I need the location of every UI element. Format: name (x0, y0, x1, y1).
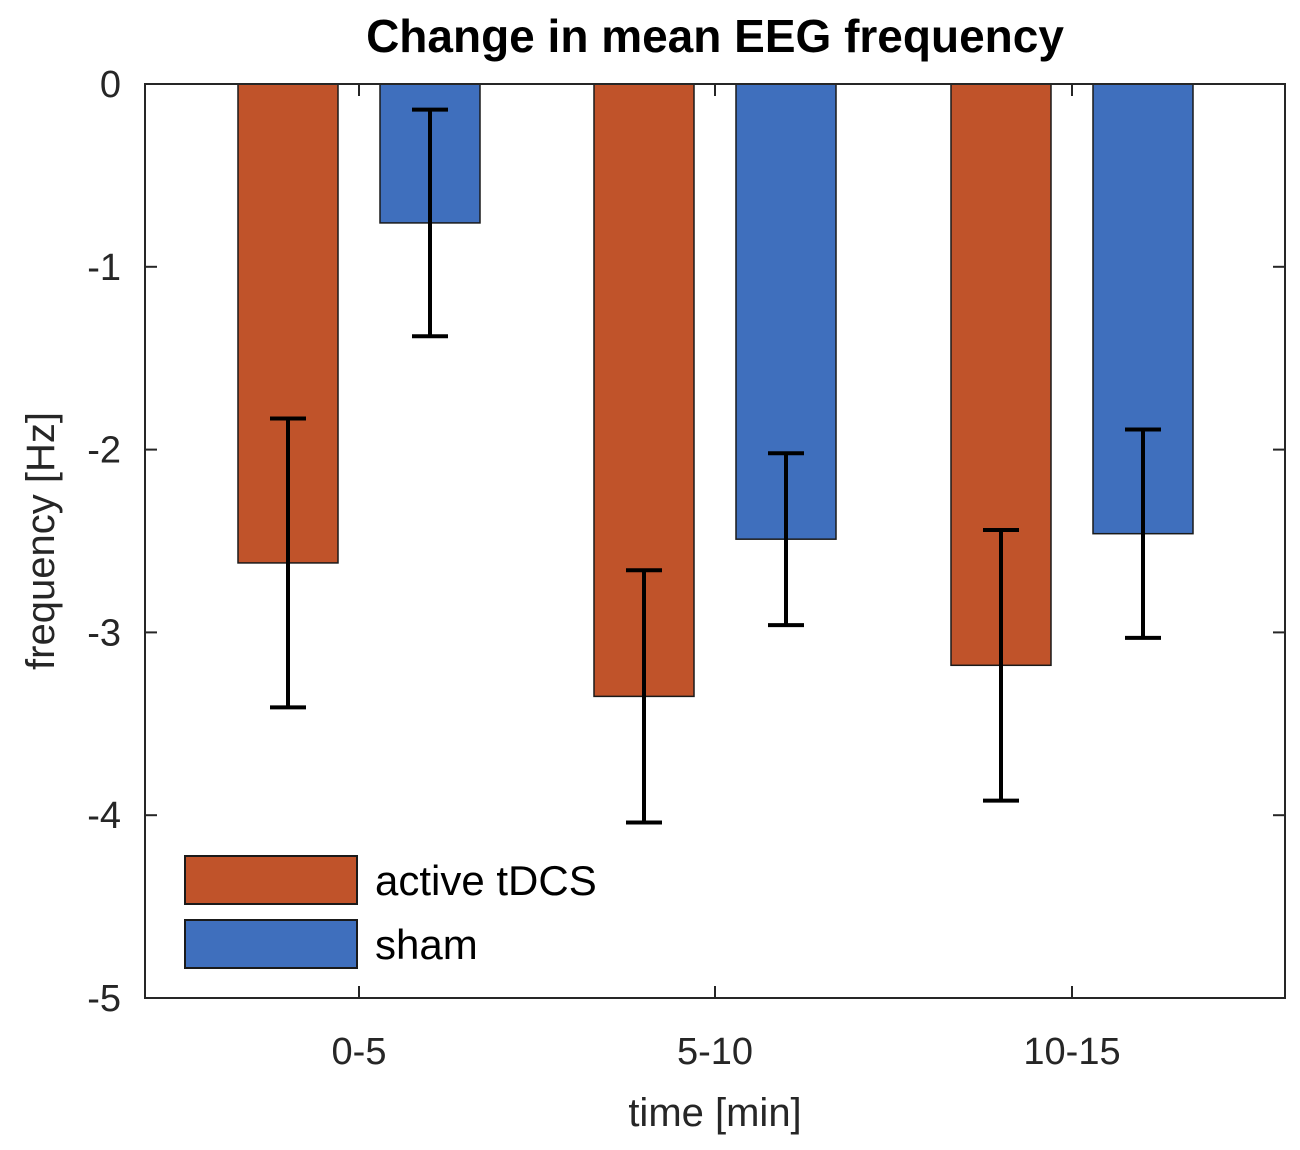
bars-layer (237, 83, 1194, 698)
x-tick-label: 0-5 (332, 1031, 387, 1073)
x-axis-label: time [min] (628, 1091, 801, 1135)
y-tick-label: -1 (87, 247, 121, 289)
error-bar-sham-5-10 (768, 451, 804, 628)
chart-title: Change in mean EEG frequency (366, 10, 1064, 62)
y-tick-label: -4 (87, 795, 121, 837)
error-bar-active-tdcs-10-15 (983, 528, 1019, 803)
y-tick-label: -3 (87, 612, 121, 654)
error-bar-sham-10-15 (1125, 427, 1161, 640)
legend-label-active-tdcs: active tDCS (375, 857, 597, 904)
y-tick-label: 0 (100, 64, 121, 106)
x-tick-label: 10-15 (1023, 1031, 1120, 1073)
legend-label-sham: sham (375, 921, 478, 968)
legend-swatch-active-tdcs (184, 855, 358, 905)
y-tick-label: -5 (87, 978, 121, 1020)
y-tick-label: -2 (87, 430, 121, 472)
x-tick-label: 5-10 (677, 1031, 753, 1073)
legend: active tDCS sham (184, 855, 597, 969)
error-bar-sham-0-5 (412, 107, 448, 339)
legend-swatch-sham (184, 919, 358, 969)
x-axis: 0-5 5-10 10-15 (332, 84, 1121, 1073)
y-axis: 0 -1 -2 -3 -4 -5 (87, 64, 1285, 1020)
error-bars-layer (270, 107, 1161, 825)
error-bar-active-tdcs-0-5 (270, 416, 306, 710)
error-bar-active-tdcs-5-10 (626, 568, 662, 825)
y-axis-label: frequency [Hz] (19, 412, 63, 670)
